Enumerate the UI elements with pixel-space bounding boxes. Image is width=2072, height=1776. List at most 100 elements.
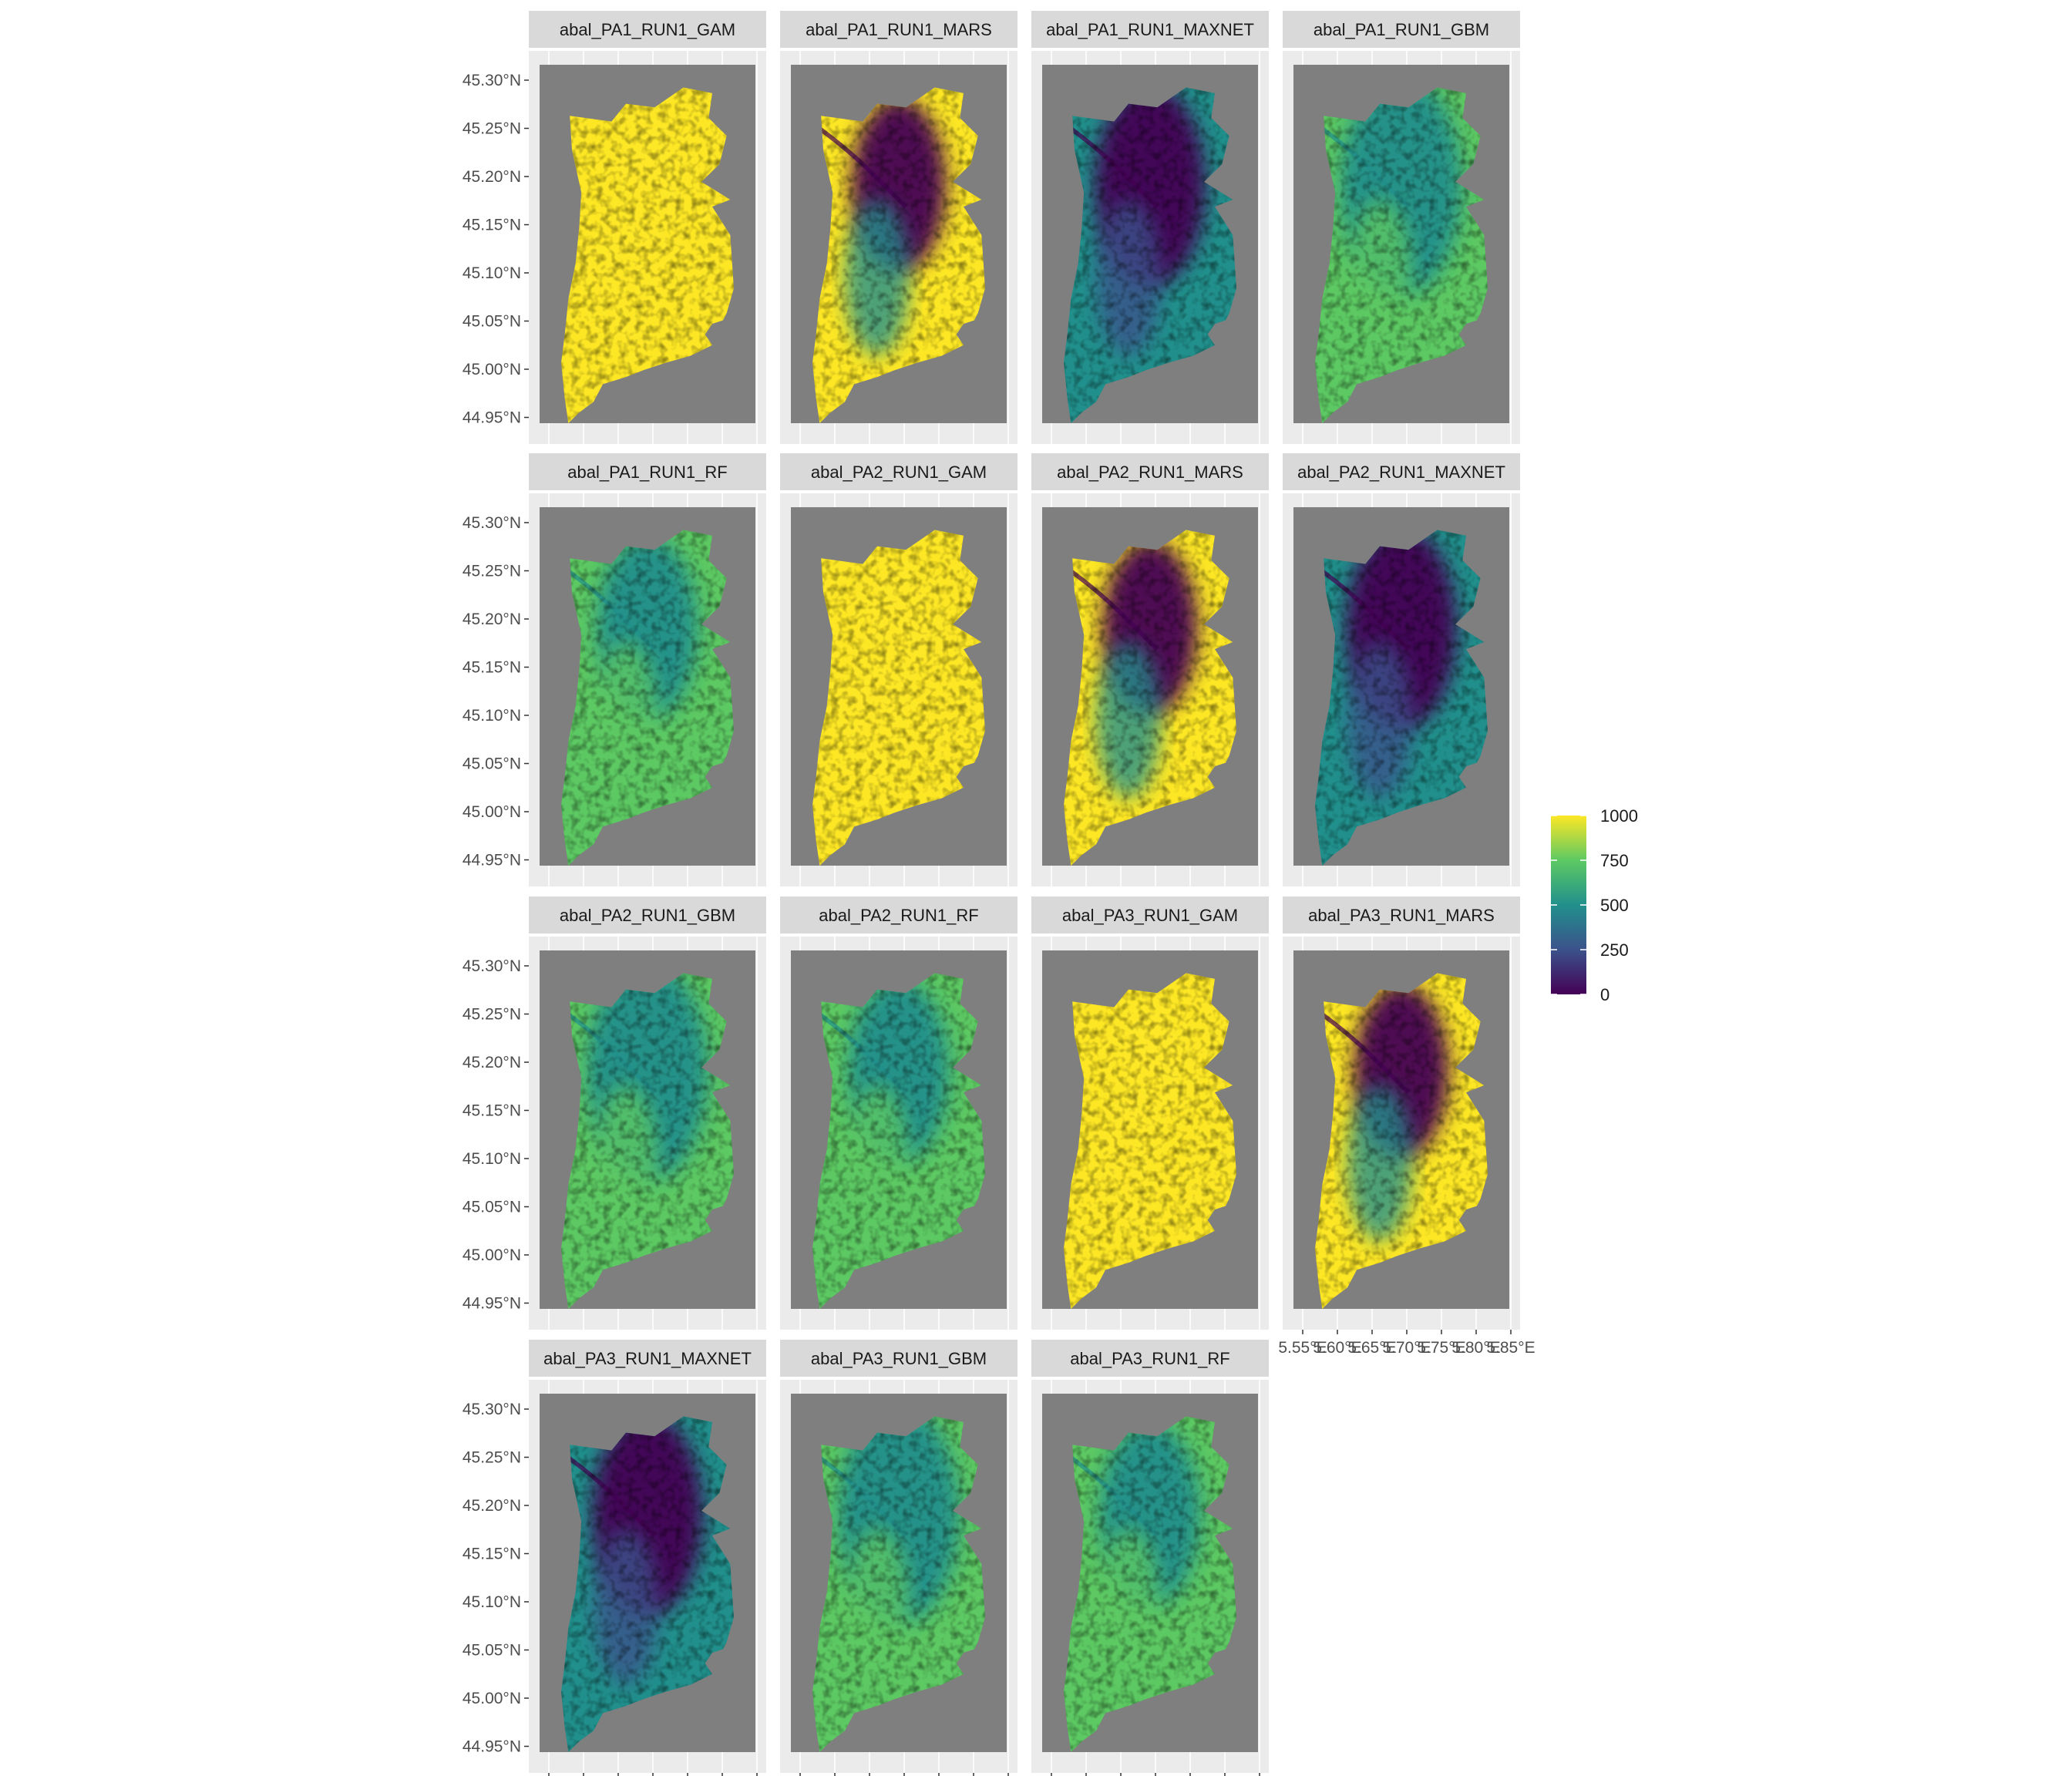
y-tick-label: 45.20°N: [462, 1497, 521, 1515]
panel-strip: [529, 896, 766, 933]
map-panel: abal_PA3_RUN1_GBM5.55°E5.60°E5.65°E5.70°…: [780, 1340, 1018, 1776]
panel-title: abal_PA1_RUN1_RF: [567, 462, 727, 482]
panel-title: abal_PA3_RUN1_RF: [1070, 1349, 1229, 1368]
panel-title: abal_PA1_RUN1_GAM: [560, 20, 735, 39]
panel-strip: [780, 896, 1018, 933]
panel-strip: [529, 453, 766, 490]
panel-title: abal_PA3_RUN1_GBM: [811, 1349, 987, 1368]
y-tick-label: 45.10°N: [462, 1150, 521, 1168]
x-tick-label: 5.85°E: [1486, 1339, 1535, 1357]
legend-tick-label: 750: [1600, 851, 1629, 870]
y-tick-label: 45.20°N: [462, 168, 521, 186]
x-tick-label: 5.80°E: [1451, 1339, 1500, 1357]
panel-title: abal_PA1_RUN1_MAXNET: [1046, 20, 1254, 39]
panel-title: abal_PA2_RUN1_GAM: [811, 462, 987, 482]
suitability-raster: [561, 973, 735, 1310]
y-tick-label: 44.95°N: [462, 852, 521, 870]
y-tick-label: 45.30°N: [462, 514, 521, 532]
panel-strip: [780, 11, 1018, 48]
map-panel: abal_PA2_RUN1_RF: [780, 896, 1018, 1330]
panel-strip: [529, 11, 766, 48]
panel-strip: [1031, 896, 1269, 933]
panel-strip: [780, 453, 1018, 490]
y-tick-label: 45.00°N: [462, 1246, 521, 1264]
map-panel: abal_PA2_RUN1_MARS: [1031, 453, 1269, 886]
suitability-raster: [812, 530, 986, 866]
panel-title: abal_PA2_RUN1_GBM: [560, 906, 735, 925]
x-tick-label: 5.60°E: [1313, 1339, 1361, 1357]
y-tick-label: 45.25°N: [462, 1006, 521, 1024]
y-tick-label: 45.00°N: [462, 803, 521, 821]
y-tick-label: 45.00°N: [462, 361, 521, 378]
x-tick-label: 5.65°E: [1347, 1339, 1396, 1357]
y-tick-label: 45.05°N: [462, 1199, 521, 1216]
suitability-raster: [1064, 530, 1237, 866]
panel-title: abal_PA3_RUN1_MARS: [1308, 906, 1495, 925]
map-panel: abal_PA2_RUN1_GBM 45.30°N 45.25°N 45.20°N 45…: [462, 896, 766, 1330]
panel-strip: [529, 1340, 766, 1377]
y-tick-label: 45.20°N: [462, 610, 521, 628]
panel-title: abal_PA2_RUN1_MARS: [1057, 462, 1243, 482]
y-tick-label: 45.05°N: [462, 755, 521, 773]
y-tick-label: 45.05°N: [462, 313, 521, 331]
legend-tick-label: 250: [1600, 940, 1629, 960]
y-tick-label: 45.15°N: [462, 217, 521, 234]
y-tick-label: 45.30°N: [462, 1401, 521, 1418]
y-tick-label: 45.00°N: [462, 1690, 521, 1707]
suitability-raster: [1064, 973, 1237, 1310]
suitability-raster: [561, 530, 735, 866]
map-panel: abal_PA1_RUN1_GBM: [1283, 11, 1520, 444]
y-tick-label: 45.30°N: [462, 957, 521, 975]
panel-title: abal_PA2_RUN1_RF: [819, 906, 978, 925]
map-panel: abal_PA3_RUN1_MAXNET 45.30°N 45.25°N 45.20°…: [462, 1340, 766, 1776]
y-tick-label: 45.05°N: [462, 1642, 521, 1660]
y-tick-label: 45.15°N: [462, 659, 521, 677]
panel-strip: [780, 1340, 1018, 1377]
y-tick-label: 45.10°N: [462, 707, 521, 725]
y-tick-label: 45.15°N: [462, 1546, 521, 1563]
panel-strip: [1283, 896, 1520, 933]
y-tick-label: 45.25°N: [462, 1449, 521, 1467]
y-tick-label: 44.95°N: [462, 1738, 521, 1756]
map-panel: abal_PA3_RUN1_RF5.55°E5.60°E5.65°E5.70°E…: [1031, 1340, 1269, 1776]
map-panel: abal_PA1_RUN1_GAM 45.30°N 45.25°N 45.20°N 45…: [462, 11, 766, 444]
panel-title: abal_PA3_RUN1_MAXNET: [543, 1349, 752, 1368]
y-tick-label: 45.20°N: [462, 1054, 521, 1071]
x-tick-label: 5.55°E: [1278, 1339, 1327, 1357]
map-panel: abal_PA3_RUN1_GAM: [1031, 896, 1269, 1330]
y-tick-label: 44.95°N: [462, 1295, 521, 1313]
panel-title: abal_PA2_RUN1_MAXNET: [1297, 462, 1505, 482]
y-tick-label: 45.10°N: [462, 264, 521, 282]
y-tick-label: 45.25°N: [462, 563, 521, 580]
legend-tick-label: 1000: [1600, 806, 1638, 826]
suitability-raster: [1315, 87, 1488, 424]
panel-strip: [1031, 11, 1269, 48]
panel-strip: [1283, 11, 1520, 48]
map-panel: abal_PA3_RUN1_MARS 5.55°E5.60°E5.65°E5.70…: [1278, 896, 1536, 1357]
map-panel: abal_PA1_RUN1_RF 45.30°N 45.25°N 45.20°N 45.…: [462, 453, 766, 886]
panel-title: abal_PA3_RUN1_GAM: [1062, 906, 1238, 925]
panel-strip: [1283, 453, 1520, 490]
y-tick-label: 45.25°N: [462, 120, 521, 138]
legend: 1000 750 500 250 0: [1551, 806, 1638, 1004]
suitability-raster: [1315, 530, 1488, 866]
suitability-raster: [1064, 87, 1237, 424]
x-tick-label: 5.75°E: [1417, 1339, 1465, 1357]
panel-title: abal_PA1_RUN1_MARS: [806, 20, 992, 39]
map-panel: abal_PA1_RUN1_MARS: [780, 11, 1018, 444]
y-tick-label: 45.15°N: [462, 1102, 521, 1120]
legend-tick-label: 500: [1600, 896, 1629, 915]
x-tick-label: 5.70°E: [1382, 1339, 1431, 1357]
map-panel: abal_PA1_RUN1_MAXNET: [1031, 11, 1269, 444]
y-tick-label: 45.10°N: [462, 1593, 521, 1611]
panel-strip: [1031, 453, 1269, 490]
panel-title: abal_PA1_RUN1_GBM: [1314, 20, 1489, 39]
map-panel: abal_PA2_RUN1_GAM: [780, 453, 1018, 886]
panel-strip: [1031, 1340, 1269, 1377]
y-tick-label: 45.30°N: [462, 72, 521, 89]
legend-tick-label: 0: [1600, 985, 1610, 1004]
y-tick-label: 44.95°N: [462, 409, 521, 427]
suitability-raster: [812, 1416, 986, 1753]
map-panel: abal_PA2_RUN1_MAXNET: [1283, 453, 1520, 886]
